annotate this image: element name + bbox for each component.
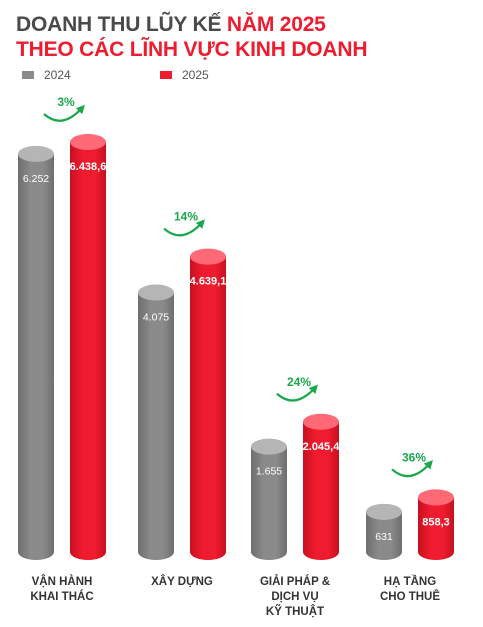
category-label-2-1: DỊCH VỤ: [271, 591, 318, 603]
growth-arrow-2: [276, 384, 318, 402]
chart-title: DOANH THU LŨY KẾ NĂM 2025 THEO CÁC LĨNH …: [16, 12, 368, 62]
bar-top-2024-0: [18, 145, 54, 162]
growth-label-2: 24%: [287, 375, 311, 389]
bar-2025-0: [70, 142, 106, 560]
bar-2025-2: [303, 421, 339, 560]
value-label-2024-0: 6.252: [23, 173, 49, 185]
bar-2024-1: [138, 292, 174, 560]
legend-label-2025: 2025: [182, 68, 209, 82]
value-label-2024-1: 4.075: [143, 312, 169, 324]
bar-2024-0: [18, 153, 54, 561]
growth-label-0: 3%: [57, 95, 75, 109]
bar-top-2024-3: [366, 503, 402, 520]
category-label-1-0: XÂY DỰNG: [151, 575, 213, 588]
legend-item-2025: 2025: [160, 68, 209, 82]
legend-swatch-2024: [22, 71, 34, 79]
bar-top-2025-1: [190, 248, 226, 265]
growth-arrow-3: [391, 460, 433, 478]
bar-top-2025-3: [418, 489, 454, 506]
value-label-2024-3: 631: [375, 531, 393, 543]
growth-arrow-0: [43, 104, 85, 122]
title-line1-part2: NĂM 2025: [226, 13, 326, 36]
bar-2025-3: [418, 497, 454, 560]
category-label-3-1: CHO THUÊ: [380, 590, 440, 603]
legend-item-2024: 2024: [22, 68, 71, 82]
value-label-2025-0: 6.438,6: [70, 161, 107, 173]
bar-top-2025-2: [303, 413, 339, 430]
value-label-2024-2: 1.655: [256, 466, 282, 478]
legend-label-2024: 2024: [44, 68, 71, 82]
bar-top-2025-0: [70, 134, 106, 150]
category-label-2-0: GIẢI PHÁP &: [260, 575, 330, 588]
category-label-0-1: KHAI THÁC: [30, 590, 93, 603]
value-label-2025-2: 2.045,4: [303, 441, 341, 453]
title-line2: THEO CÁC LĨNH VỰC KINH DOANH: [16, 38, 368, 61]
category-label-2-2: KỸ THUẬT: [266, 605, 324, 618]
category-label-0-0: VẬN HÀNH: [32, 575, 93, 588]
category-label-3-0: HẠ TẦNG: [384, 575, 436, 588]
growth-arrow-1: [163, 219, 205, 237]
growth-label-1: 14%: [174, 210, 198, 224]
bar-2024-2: [251, 446, 287, 560]
legend-swatch-2025: [160, 71, 172, 79]
bar-top-2024-2: [251, 438, 287, 455]
bar-top-2024-1: [138, 284, 174, 301]
bar-2024-3: [366, 511, 402, 560]
bar-2025-1: [190, 256, 226, 560]
value-label-2025-3: 858,3: [422, 516, 450, 528]
title-line1-part1: DOANH THU LŨY KẾ: [16, 13, 227, 36]
growth-label-3: 36%: [402, 450, 426, 464]
value-label-2025-1: 4.639,1: [190, 276, 227, 288]
